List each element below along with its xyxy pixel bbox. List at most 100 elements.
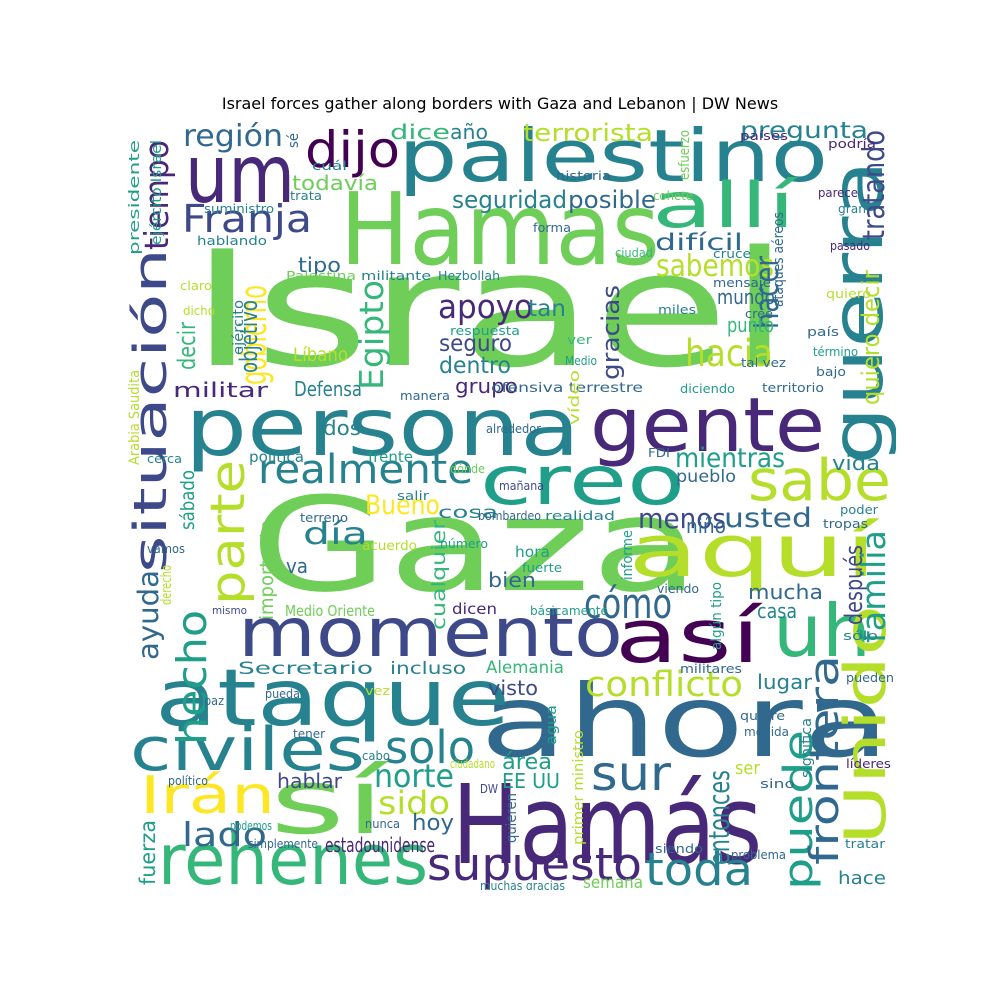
word-se: sé xyxy=(286,132,302,148)
word-gran: gran xyxy=(838,202,867,216)
word-grupo: grupo xyxy=(455,374,518,398)
word-supuesto: supuesto xyxy=(427,838,643,890)
word-dw: DW xyxy=(480,782,499,796)
word-paises: países xyxy=(740,129,788,143)
word-poder: poder xyxy=(840,503,879,517)
word-salir: salir xyxy=(397,489,430,503)
word-cloud: Israel Gaza Hamas palestino persona ahora Hamá… xyxy=(128,122,896,890)
word-terreno: terreno xyxy=(300,511,349,525)
word-dia: día xyxy=(303,517,368,552)
word-terrorista: terrorista xyxy=(523,122,653,147)
word-esfuerzo: esfuerzo xyxy=(677,129,693,180)
word-parte: parte xyxy=(201,459,256,605)
word-tratar: tratar xyxy=(845,837,885,851)
word-ver: ver xyxy=(567,333,592,347)
word-numero: número xyxy=(440,537,489,551)
word-medio: Medio xyxy=(565,354,597,368)
word-ano: año xyxy=(450,122,488,144)
word-presidente: presidente xyxy=(128,140,143,255)
word-solo: solo xyxy=(385,721,476,774)
word-mensaje: mensaje xyxy=(713,276,771,290)
word-podemos: podemos xyxy=(230,819,272,833)
word-simplemente: simplemente xyxy=(248,837,318,851)
word-visto: visto xyxy=(488,676,538,700)
word-conflicto: conflicto xyxy=(585,665,743,705)
word-tropas: tropas xyxy=(823,517,869,531)
word-quiere: quiere xyxy=(740,709,785,723)
word-estadounidense: estadounidense xyxy=(325,833,436,857)
word-alrededor: alrededor xyxy=(486,422,541,436)
word-termino: término xyxy=(813,345,859,359)
word-nunca: nunca xyxy=(365,817,401,831)
word-quieren: quieren xyxy=(504,793,520,843)
word-muchas-gracias: muchas gracias xyxy=(480,879,566,890)
word-militares: militares xyxy=(680,662,743,676)
word-lado: lado xyxy=(182,815,267,854)
word-hecho: hecho xyxy=(168,609,216,745)
word-despues: después xyxy=(840,544,868,625)
word-vida: vida xyxy=(832,451,881,475)
word-bueno: Bueno xyxy=(365,490,440,521)
word-informe: informe xyxy=(620,530,636,580)
word-area: área xyxy=(502,750,552,775)
word-militante: militante xyxy=(361,269,432,283)
word-mismo: mismo xyxy=(212,604,247,617)
word-bombardeo: bombardeo xyxy=(478,509,541,523)
word-alemania: Alemania xyxy=(486,658,564,678)
word-como: cómo xyxy=(584,579,673,628)
word-donde: dónde xyxy=(450,462,485,476)
word-cohete: cohete xyxy=(653,189,693,203)
word-respuesta: respuesta xyxy=(450,324,521,338)
word-usted: usted xyxy=(724,503,812,534)
word-ataques-aereos: ataques aéreos xyxy=(771,212,787,307)
word-gaza: Gaza xyxy=(250,469,701,621)
word-defensa: Defensa xyxy=(294,377,362,401)
word-trata: trata xyxy=(290,189,322,203)
word-ahora: ahora xyxy=(480,663,890,780)
word-rehenes: rehenes xyxy=(158,819,429,890)
word-video: vídeo xyxy=(567,369,583,425)
word-ee-uu: EE UU xyxy=(502,769,560,793)
word-decir: decir xyxy=(173,322,201,370)
word-fuerza: fuerza xyxy=(136,819,160,885)
word-sabemos: sabemos xyxy=(656,249,775,284)
word-manera: manera xyxy=(400,389,450,403)
word-primer-ministro: primer ministro xyxy=(571,730,587,845)
word-siendo: siendo xyxy=(655,842,704,856)
word-libano: Líbano xyxy=(293,344,349,366)
word-viendo: viendo xyxy=(657,582,700,596)
word-dicho: dicho xyxy=(183,304,216,318)
word-hablando: hablando xyxy=(197,234,268,248)
word-hace: hace xyxy=(838,868,886,889)
word-tal-vez: tal vez xyxy=(741,356,786,370)
word-dijo: dijo xyxy=(305,122,400,179)
word-fuerte: fuerte xyxy=(522,561,563,575)
word-hamas: Hamas xyxy=(340,171,660,288)
word-pueblo: pueblo xyxy=(676,467,736,487)
word-sido: sido xyxy=(378,784,450,822)
word-medida: medida xyxy=(744,725,789,739)
word-dice: dice xyxy=(390,122,451,144)
word-tipo: tipo xyxy=(298,253,341,277)
word-manana: mañana xyxy=(499,479,545,493)
word-casa: casa xyxy=(757,599,798,623)
word-ejercito: ejército xyxy=(231,299,247,355)
word-toda: toda xyxy=(645,843,754,890)
word-incluso: incluso xyxy=(390,659,467,679)
word-mientras: mientras xyxy=(675,443,786,474)
word-hablar: hablar xyxy=(277,769,343,793)
word-tan: tan xyxy=(528,296,567,322)
word-algun-tipo: algún tipo xyxy=(709,582,725,650)
word-nino: niño xyxy=(686,514,727,538)
word-sabe: sabe xyxy=(748,448,891,514)
word-dos: dos xyxy=(323,416,362,440)
word-bien: bien xyxy=(488,568,536,592)
word-importante: importante xyxy=(256,520,278,620)
word-basicamente: básicamente xyxy=(530,604,608,618)
word-persona: persona xyxy=(185,381,581,474)
word-seguro: seguro xyxy=(439,331,513,357)
word-acuerdo: acuerdo xyxy=(362,539,418,554)
word-sabado: sábado xyxy=(177,470,199,530)
word-claro: claro xyxy=(180,279,212,293)
word-alli: allí xyxy=(652,169,796,242)
